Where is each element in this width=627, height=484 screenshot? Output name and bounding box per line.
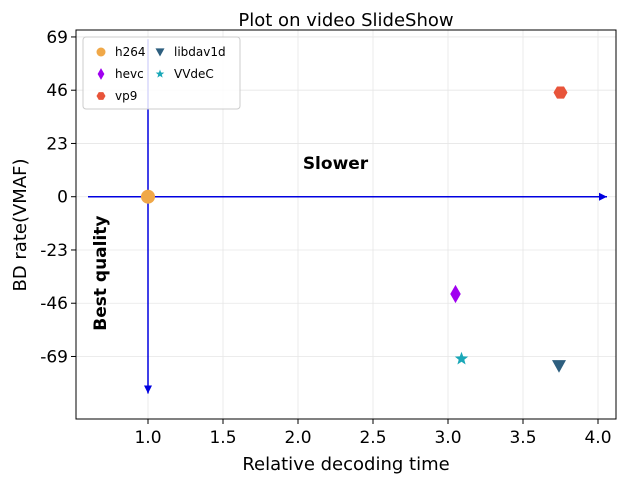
- legend-label-h264: h264: [115, 45, 146, 59]
- annotation-slower: Slower: [303, 154, 369, 174]
- y-tick-label: -46: [40, 294, 68, 314]
- x-axis-title: Relative decoding time: [242, 454, 449, 475]
- plot-area-frame: [75, 29, 617, 420]
- y-tick-label: 69: [46, 28, 68, 48]
- y-axis-ticks: 69 46 23 0 -23 -46 -69: [40, 28, 76, 367]
- data-points: [141, 86, 568, 373]
- x-tick-label: 1.0: [134, 428, 161, 448]
- legend: h264 hevc vp9 libdav1d VVdeC: [82, 36, 241, 110]
- legend-label-vvdec: VVdeC: [174, 67, 214, 81]
- x-tick-label: 3.0: [434, 428, 461, 448]
- y-tick-label: 23: [46, 134, 68, 154]
- y-tick-label: -69: [40, 347, 68, 367]
- x-tick-label: 3.5: [509, 428, 536, 448]
- arrow-head-1: [144, 385, 152, 394]
- y-tick-label: -23: [40, 241, 68, 261]
- x-tick-label: 1.5: [209, 428, 236, 448]
- annotation-best-quality: Best quality: [91, 215, 111, 330]
- data-point-vp9: [553, 86, 568, 99]
- y-tick-label: 0: [57, 188, 68, 208]
- annotations: Slower Best quality: [91, 154, 369, 331]
- data-point-hevc: [450, 284, 461, 304]
- chart-title: Plot on video SlideShow: [238, 10, 453, 31]
- legend-marker-libdav1d: [155, 48, 165, 57]
- legend-marker-h264: [96, 47, 106, 57]
- x-tick-label: 4.0: [584, 428, 611, 448]
- legend-label-libdav1d: libdav1d: [174, 45, 226, 59]
- legend-marker-vvdec: [155, 69, 165, 78]
- y-axis-title: BD rate(VMAF): [10, 158, 31, 291]
- data-point-vvdec: [454, 351, 469, 365]
- legend-label-vp9: vp9: [115, 89, 137, 103]
- data-point-libdav1d: [552, 360, 566, 373]
- x-tick-label: 2.0: [284, 428, 311, 448]
- data-point-h264: [141, 189, 155, 204]
- legend-label-hevc: hevc: [115, 67, 144, 81]
- arrow-head-0: [599, 192, 607, 201]
- y-tick-label: 46: [46, 81, 68, 101]
- legend-marker-vp9: [96, 92, 106, 100]
- x-tick-label: 2.5: [359, 428, 386, 448]
- x-axis-ticks: 1.0 1.5 2.0 2.5 3.0 3.5 4.0: [134, 419, 612, 448]
- legend-marker-hevc: [97, 68, 105, 80]
